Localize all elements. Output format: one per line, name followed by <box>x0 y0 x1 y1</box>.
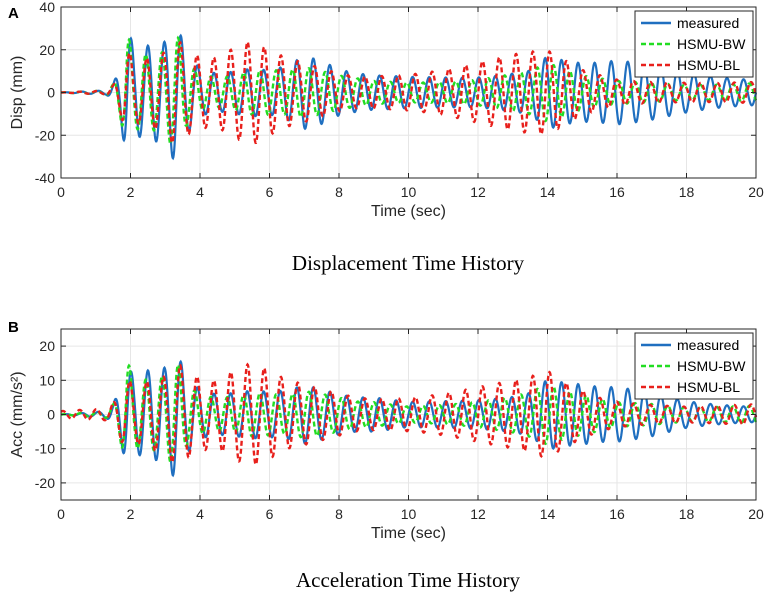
legend: measured HSMU-BW HSMU-BL <box>634 332 754 400</box>
x-tick-label: 0 <box>57 184 65 200</box>
series-line-hsmu-bw <box>60 35 758 145</box>
panel-caption: Displacement Time History <box>292 251 525 275</box>
x-tick-label: 8 <box>335 506 343 522</box>
x-tick-label: 4 <box>196 184 204 200</box>
x-tick-label: 0 <box>57 506 65 522</box>
y-tick-label: 40 <box>39 0 55 15</box>
x-tick-label: 20 <box>748 184 764 200</box>
y-tick-label: -10 <box>35 441 55 457</box>
y-tick-label: 20 <box>39 338 55 354</box>
panel-letter: A <box>8 5 19 22</box>
x-tick-label: 6 <box>266 506 274 522</box>
y-tick-label: 0 <box>47 85 55 101</box>
x-tick-label: 20 <box>748 506 764 522</box>
x-axis-label: Time (sec) <box>371 203 446 220</box>
legend-label: measured <box>677 15 739 31</box>
chart-panel-b: 0 2 4 6 8 10 12 14 16 18 20 -20 -10 0 10 20 Time (sec) Ac… <box>8 319 764 592</box>
series-group <box>60 33 758 161</box>
x-tick-label: 2 <box>127 506 135 522</box>
x-tick-label: 8 <box>335 184 343 200</box>
series-line-hsmu-bw <box>60 362 758 464</box>
legend-label: HSMU-BL <box>677 379 740 395</box>
y-tick-label: 0 <box>47 407 55 423</box>
panel-letter: B <box>8 319 19 336</box>
x-tick-label: 12 <box>470 506 486 522</box>
x-tick-label: 14 <box>540 506 556 522</box>
x-tick-label: 16 <box>609 184 625 200</box>
y-tick-label: 10 <box>39 372 55 388</box>
x-tick-label: 14 <box>540 184 556 200</box>
y-tick-label: 20 <box>39 42 55 58</box>
x-tick-label: 10 <box>401 506 417 522</box>
x-tick-label: 16 <box>609 506 625 522</box>
legend-label: HSMU-BW <box>677 36 746 52</box>
legend-label: measured <box>677 337 739 353</box>
x-tick-label: 6 <box>266 184 274 200</box>
x-tick-label: 12 <box>470 184 486 200</box>
legend-label: HSMU-BL <box>677 57 740 73</box>
y-axis-label: Disp (mm) <box>9 56 26 130</box>
y-axis-label: Acc (mm/s²) <box>9 371 26 457</box>
y-tick-label: -20 <box>35 475 55 491</box>
x-axis-label: Time (sec) <box>371 525 446 542</box>
panel-caption: Acceleration Time History <box>296 568 520 592</box>
x-tick-label: 18 <box>679 506 695 522</box>
y-tick-label: -40 <box>35 170 55 186</box>
x-tick-label: 18 <box>679 184 695 200</box>
series-line-hsmu-bl <box>60 362 758 466</box>
y-tick-label: -20 <box>35 127 55 143</box>
series-group <box>60 359 758 478</box>
x-tick-label: 4 <box>196 506 204 522</box>
chart-panel-a: 0 2 4 6 8 10 12 14 16 18 20 -40 -20 0 20 40 Time (sec) Di… <box>8 0 764 275</box>
legend: measured HSMU-BW HSMU-BL <box>634 10 754 78</box>
x-tick-label: 10 <box>401 184 417 200</box>
x-tick-label: 2 <box>127 184 135 200</box>
legend-label: HSMU-BW <box>677 358 746 374</box>
